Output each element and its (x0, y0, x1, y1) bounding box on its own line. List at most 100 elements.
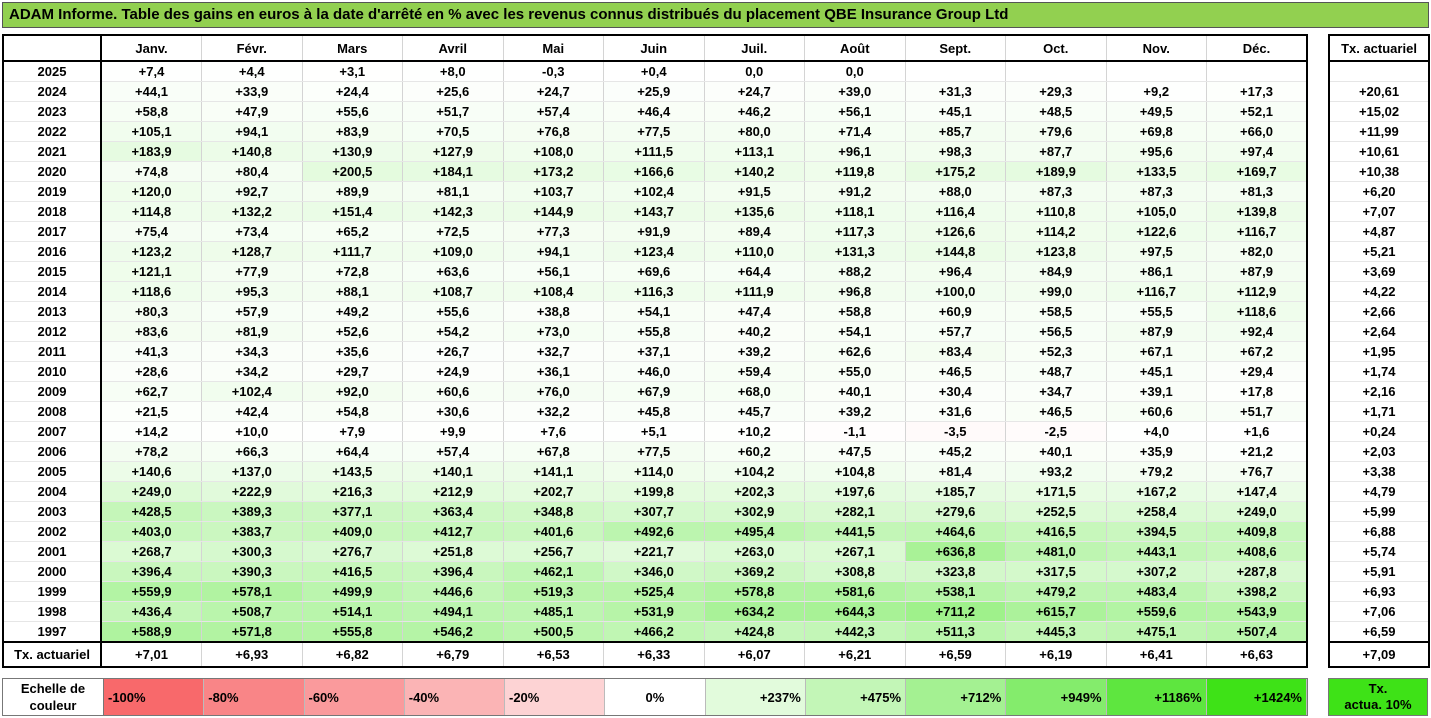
gain-cell: +97,5 (1105, 241, 1207, 262)
gain-cell: +711,2 (904, 601, 1006, 622)
gain-cell: +47,4 (703, 301, 805, 322)
gain-cell: +83,9 (301, 121, 403, 142)
year-label: 2002 (2, 521, 102, 542)
annual-rate-cell: +6,59 (1328, 621, 1430, 643)
gain-cell: +21,5 (100, 401, 202, 422)
gain-cell: +394,5 (1105, 521, 1207, 542)
gain-cell: +77,5 (603, 441, 705, 462)
gain-cell: +34,7 (1005, 381, 1107, 402)
table-row: 2018 +114,8 +132,2 +151,4 +142,3 +144,9 +143,7… (2, 201, 1308, 222)
gain-cell: +88,1 (301, 281, 403, 302)
gain-cell: +508,7 (201, 601, 303, 622)
gain-cell: +60,6 (402, 381, 504, 402)
gain-cell: -3,5 (904, 421, 1006, 442)
gain-cell: +32,7 (502, 341, 604, 362)
color-scale-swatch: -20% (505, 679, 606, 715)
gain-cell: +42,4 (201, 401, 303, 422)
monthly-rate-cell: +6,59 (904, 641, 1006, 668)
table-row: 2024 +44,1 +33,9 +24,4 +25,6 +24,7 +25,9 +24,7 +… (2, 81, 1308, 102)
gain-cell: +123,4 (603, 241, 705, 262)
gain-cell: +94,1 (201, 121, 303, 142)
gain-cell: +37,1 (603, 341, 705, 362)
gain-cell: +403,0 (100, 521, 202, 542)
gain-cell: +57,7 (904, 321, 1006, 342)
gain-cell: +100,0 (904, 281, 1006, 302)
table-row: 2000 +396,4 +390,3 +416,5 +396,4 +462,1 +346,0… (2, 561, 1308, 582)
gain-cell: +173,2 (502, 161, 604, 182)
gain-cell: +99,0 (1005, 281, 1107, 302)
gain-cell: +87,9 (1206, 261, 1308, 282)
year-label: 2016 (2, 241, 102, 262)
annual-rate-cell: +6,20 (1328, 181, 1430, 202)
gain-cell: +462,1 (502, 561, 604, 582)
gain-cell (904, 60, 1006, 82)
gain-cell: +68,0 (703, 381, 805, 402)
gain-cell: +92,4 (1206, 321, 1308, 342)
gain-cell: +98,3 (904, 141, 1006, 162)
gain-cell: +39,0 (804, 81, 906, 102)
gain-cell: +91,5 (703, 181, 805, 202)
gain-cell: +67,8 (502, 441, 604, 462)
gain-cell: +57,4 (502, 101, 604, 122)
gain-cell: +114,8 (100, 201, 202, 222)
gain-cell: +33,9 (201, 81, 303, 102)
gain-cell: +511,3 (904, 621, 1006, 643)
gain-cell: +34,3 (201, 341, 303, 362)
gain-cell: +348,8 (502, 501, 604, 522)
gain-cell: +141,1 (502, 461, 604, 482)
gain-cell: +72,8 (301, 261, 403, 282)
gain-cell: +30,6 (402, 401, 504, 422)
gain-cell: +140,8 (201, 141, 303, 162)
gain-cell: +80,0 (703, 121, 805, 142)
gains-table: Janv. Févr. Mars Avril Mai Juin Juil. Août Sept.… (2, 34, 1308, 668)
annual-rate-cell: +4,87 (1328, 221, 1430, 242)
gain-cell: +83,4 (904, 341, 1006, 362)
gain-cell: +185,7 (904, 481, 1006, 502)
year-label: 2010 (2, 361, 102, 382)
gain-cell: +123,8 (1005, 241, 1107, 262)
gain-cell: +108,7 (402, 281, 504, 302)
month-header: Nov. (1105, 34, 1207, 62)
gain-cell: +45,8 (603, 401, 705, 422)
gain-cell: +525,4 (603, 581, 705, 602)
rate-color-legend: Tx. actua. 10% (1328, 678, 1428, 716)
gain-cell: +81,9 (201, 321, 303, 342)
gain-cell: +282,1 (804, 501, 906, 522)
gain-cell: +3,1 (301, 60, 403, 82)
table-row: 2016 +123,2 +128,7 +111,7 +109,0 +94,1 +123,4 +… (2, 241, 1308, 262)
gain-cell: +46,0 (603, 361, 705, 382)
gain-cell: +45,1 (1105, 361, 1207, 382)
table-row: 1997 +588,9 +571,8 +555,8 +546,2 +500,5 +466,2… (2, 621, 1308, 643)
gain-cell: +55,6 (301, 101, 403, 122)
year-label: 2022 (2, 121, 102, 142)
gain-cell: +117,3 (804, 221, 906, 242)
table-row: 1998 +436,4 +508,7 +514,1 +494,1 +485,1 +531,9… (2, 601, 1308, 622)
year-label: 2023 (2, 101, 102, 122)
table-row: 2005 +140,6 +137,0 +143,5 +140,1 +141,1 +114,0… (2, 461, 1308, 482)
year-label: 2004 (2, 481, 102, 502)
gain-cell: +93,2 (1005, 461, 1107, 482)
monthly-rate-cell: +6,63 (1206, 641, 1308, 668)
table-row: 2012 +83,6 +81,9 +52,6 +54,2 +73,0 +55,8 +40,2 +… (2, 321, 1308, 342)
gain-cell: +588,9 (100, 621, 202, 643)
gain-cell: 0,0 (804, 60, 906, 82)
gain-cell: +559,9 (100, 581, 202, 602)
gain-cell: +112,9 (1206, 281, 1308, 302)
gain-cell: +114,0 (603, 461, 705, 482)
gain-cell: +91,2 (804, 181, 906, 202)
table-row: 2023 +58,8 +47,9 +55,6 +51,7 +57,4 +46,4 +46,2 +… (2, 101, 1308, 122)
monthly-rate-cell: +6,33 (603, 641, 705, 668)
gain-cell: +72,5 (402, 221, 504, 242)
gain-cell: +128,7 (201, 241, 303, 262)
gain-cell: +323,8 (904, 561, 1006, 582)
year-label: 2013 (2, 301, 102, 322)
gain-cell: +58,8 (804, 301, 906, 322)
gain-cell: +441,5 (804, 521, 906, 542)
gain-cell: +92,7 (201, 181, 303, 202)
gain-cell: +24,4 (301, 81, 403, 102)
gain-cell: +485,1 (502, 601, 604, 622)
gain-cell: +111,5 (603, 141, 705, 162)
gain-cell: +383,7 (201, 521, 303, 542)
gain-cell: +9,2 (1105, 81, 1207, 102)
gain-cell: +47,9 (201, 101, 303, 122)
